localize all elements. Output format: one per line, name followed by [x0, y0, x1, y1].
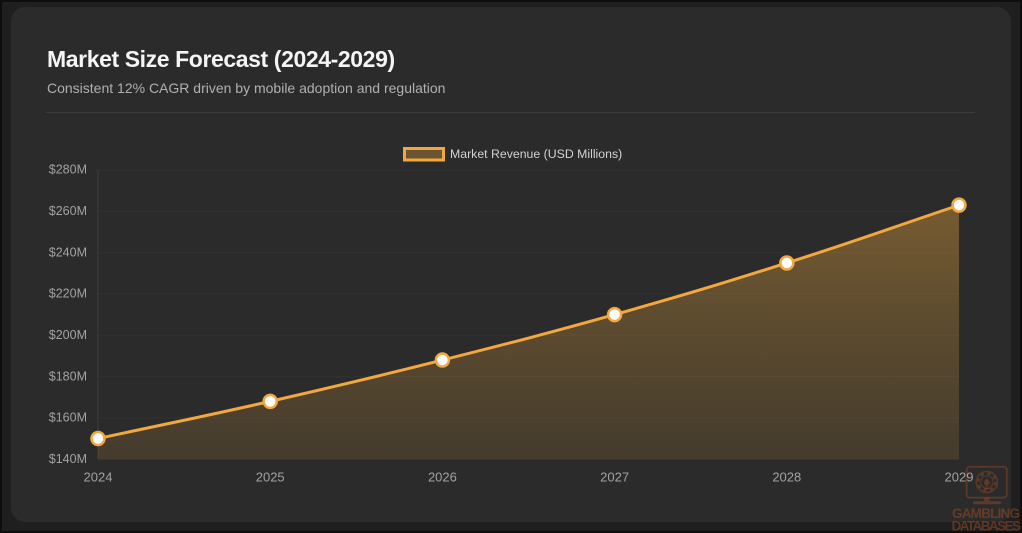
svg-text:$240M: $240M: [49, 245, 87, 259]
svg-text:$180M: $180M: [49, 369, 87, 383]
svg-text:$260M: $260M: [49, 204, 87, 218]
svg-text:$200M: $200M: [49, 328, 87, 342]
svg-text:2029: 2029: [945, 470, 974, 485]
svg-text:GAMBLING: GAMBLING: [952, 506, 1020, 521]
svg-text:$140M: $140M: [49, 452, 87, 466]
svg-text:2025: 2025: [256, 470, 285, 485]
svg-text:$220M: $220M: [49, 287, 87, 301]
svg-text:2028: 2028: [772, 470, 801, 485]
svg-text:2026: 2026: [428, 470, 457, 485]
svg-text:Market Revenue (USD Millions): Market Revenue (USD Millions): [450, 147, 622, 161]
svg-text:2024: 2024: [84, 470, 113, 485]
svg-text:$280M: $280M: [49, 163, 87, 177]
svg-text:$160M: $160M: [49, 411, 87, 425]
svg-text:2027: 2027: [600, 470, 629, 485]
svg-text:DATABASES: DATABASES: [952, 519, 1022, 533]
